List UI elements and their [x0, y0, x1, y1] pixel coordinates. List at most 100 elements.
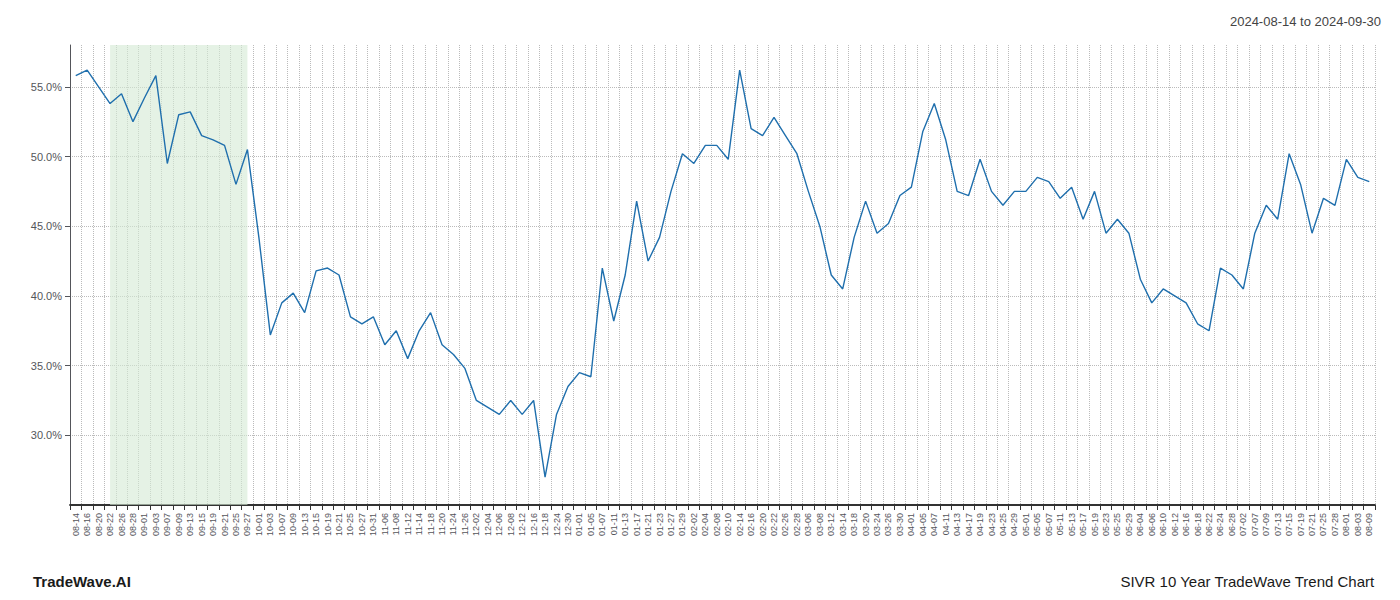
svg-text:06-24: 06-24 — [1215, 513, 1225, 536]
svg-text:04-17: 04-17 — [964, 513, 974, 536]
svg-text:09-03: 09-03 — [151, 513, 161, 536]
svg-text:09-09: 09-09 — [174, 513, 184, 536]
svg-text:09-15: 09-15 — [197, 513, 207, 536]
svg-text:05-05: 05-05 — [1032, 513, 1042, 536]
svg-text:02-26: 02-26 — [780, 513, 790, 536]
svg-text:12-04: 12-04 — [483, 513, 493, 536]
svg-text:06-12: 06-12 — [1170, 513, 1180, 536]
svg-text:04-19: 04-19 — [975, 513, 985, 536]
svg-text:12-02: 12-02 — [471, 513, 481, 536]
svg-text:01-05: 01-05 — [586, 513, 596, 536]
svg-text:04-07: 04-07 — [929, 513, 939, 536]
svg-text:02-16: 02-16 — [746, 513, 756, 536]
svg-text:11-26: 11-26 — [460, 513, 470, 535]
svg-text:03-26: 03-26 — [883, 513, 893, 536]
svg-text:08-01: 08-01 — [1341, 513, 1351, 536]
svg-text:02-10: 02-10 — [723, 513, 733, 536]
svg-text:45.0%: 45.0% — [31, 220, 62, 232]
svg-text:01-27: 01-27 — [666, 513, 676, 536]
svg-text:06-10: 06-10 — [1158, 513, 1168, 536]
svg-text:04-25: 04-25 — [998, 513, 1008, 536]
svg-text:02-28: 02-28 — [792, 513, 802, 536]
svg-text:35.0%: 35.0% — [31, 360, 62, 372]
svg-text:05-01: 05-01 — [1021, 513, 1031, 536]
svg-text:12-12: 12-12 — [517, 513, 527, 536]
svg-text:08-28: 08-28 — [128, 513, 138, 536]
svg-text:10-19: 10-19 — [323, 513, 333, 536]
svg-text:05-17: 05-17 — [1078, 513, 1088, 536]
svg-text:09-01: 09-01 — [139, 513, 149, 536]
svg-text:04-13: 04-13 — [952, 513, 962, 536]
svg-text:06-18: 06-18 — [1193, 513, 1203, 536]
svg-text:03-14: 03-14 — [838, 513, 848, 536]
svg-text:04-01: 04-01 — [906, 513, 916, 536]
svg-text:11-24: 11-24 — [448, 513, 458, 535]
svg-text:02-22: 02-22 — [769, 513, 779, 536]
svg-text:03-24: 03-24 — [872, 513, 882, 536]
svg-text:SIVR 10 Year TradeWave Trend C: SIVR 10 Year TradeWave Trend Chart — [1120, 573, 1375, 590]
svg-text:05-19: 05-19 — [1090, 513, 1100, 536]
svg-text:01-07: 01-07 — [597, 513, 607, 536]
svg-text:TradeWave.AI: TradeWave.AI — [33, 573, 131, 590]
svg-text:01-01: 01-01 — [574, 513, 584, 536]
svg-text:07-21: 07-21 — [1307, 513, 1317, 536]
svg-text:03-12: 03-12 — [826, 513, 836, 536]
svg-text:09-27: 09-27 — [242, 513, 252, 536]
svg-text:09-25: 09-25 — [231, 513, 241, 536]
svg-text:01-17: 01-17 — [632, 513, 642, 536]
svg-text:04-11: 04-11 — [941, 513, 951, 535]
svg-text:11-06: 11-06 — [380, 513, 390, 535]
svg-text:03-20: 03-20 — [861, 513, 871, 536]
svg-text:10-07: 10-07 — [277, 513, 287, 536]
svg-text:10-09: 10-09 — [288, 513, 298, 536]
svg-text:11-14: 11-14 — [414, 513, 424, 535]
svg-text:08-22: 08-22 — [105, 513, 115, 536]
svg-text:12-30: 12-30 — [563, 513, 573, 536]
svg-text:30.0%: 30.0% — [31, 429, 62, 441]
svg-text:2024-08-14 to 2024-09-30: 2024-08-14 to 2024-09-30 — [1230, 14, 1381, 29]
svg-text:03-08: 03-08 — [815, 513, 825, 536]
svg-text:06-16: 06-16 — [1181, 513, 1191, 536]
svg-text:02-04: 02-04 — [700, 513, 710, 536]
svg-text:07-25: 07-25 — [1318, 513, 1328, 536]
svg-text:08-16: 08-16 — [82, 513, 92, 536]
svg-text:11-08: 11-08 — [391, 513, 401, 535]
svg-text:03-18: 03-18 — [849, 513, 859, 536]
svg-text:05-11: 05-11 — [1055, 513, 1065, 535]
svg-text:08-26: 08-26 — [117, 513, 127, 536]
svg-text:01-11: 01-11 — [609, 513, 619, 535]
svg-text:09-21: 09-21 — [220, 513, 230, 536]
svg-text:09-13: 09-13 — [185, 513, 195, 536]
svg-text:05-29: 05-29 — [1124, 513, 1134, 536]
svg-text:01-21: 01-21 — [643, 513, 653, 536]
svg-text:06-28: 06-28 — [1227, 513, 1237, 536]
svg-text:07-28: 07-28 — [1330, 513, 1340, 536]
svg-text:10-13: 10-13 — [300, 513, 310, 536]
svg-text:10-21: 10-21 — [334, 513, 344, 536]
svg-text:07-13: 07-13 — [1273, 513, 1283, 536]
svg-text:10-25: 10-25 — [345, 513, 355, 536]
svg-text:12-24: 12-24 — [552, 513, 562, 536]
svg-text:11-12: 11-12 — [403, 513, 413, 535]
svg-text:05-13: 05-13 — [1067, 513, 1077, 536]
svg-text:11-20: 11-20 — [437, 513, 447, 535]
svg-text:08-09: 08-09 — [1364, 513, 1374, 536]
svg-text:01-23: 01-23 — [655, 513, 665, 536]
svg-text:12-16: 12-16 — [529, 513, 539, 536]
svg-text:12-06: 12-06 — [494, 513, 504, 536]
svg-text:10-01: 10-01 — [254, 513, 264, 536]
svg-text:01-29: 01-29 — [677, 513, 687, 536]
svg-text:04-29: 04-29 — [1009, 513, 1019, 536]
svg-text:06-22: 06-22 — [1204, 513, 1214, 536]
svg-text:03-06: 03-06 — [803, 513, 813, 536]
svg-text:08-03: 08-03 — [1353, 513, 1363, 536]
svg-text:08-20: 08-20 — [94, 513, 104, 536]
svg-text:07-02: 07-02 — [1238, 513, 1248, 536]
svg-text:07-09: 07-09 — [1261, 513, 1271, 536]
svg-text:02-02: 02-02 — [689, 513, 699, 536]
svg-text:04-23: 04-23 — [987, 513, 997, 536]
svg-text:50.0%: 50.0% — [31, 151, 62, 163]
svg-text:01-13: 01-13 — [620, 513, 630, 536]
svg-text:40.0%: 40.0% — [31, 290, 62, 302]
svg-text:02-08: 02-08 — [712, 513, 722, 536]
